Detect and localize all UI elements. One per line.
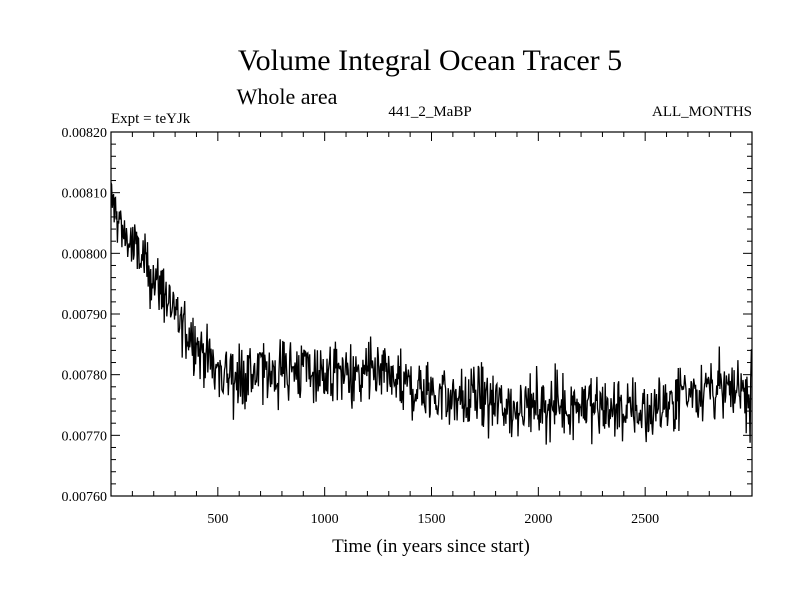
- x-tick-label: 2500: [631, 512, 659, 527]
- chart-title: Volume Integral Ocean Tracer 5: [238, 44, 622, 77]
- experiment-label: Expt = teYJk: [111, 111, 191, 127]
- y-tick-label: 0.00760: [62, 490, 108, 505]
- y-tick-label: 0.00800: [62, 247, 108, 262]
- y-tick-label: 0.00820: [62, 126, 108, 141]
- chart-subtitle: Whole area: [237, 84, 338, 109]
- months-label: ALL_MONTHS: [652, 104, 752, 120]
- plot-area: [111, 183, 752, 445]
- y-tick-label: 0.00770: [62, 429, 108, 444]
- plot-frame: [111, 132, 752, 496]
- run-label: 441_2_MaBP: [388, 104, 471, 120]
- chart-root: Volume Integral Ocean Tracer 5 Whole are…: [0, 0, 800, 600]
- line-chart: Volume Integral Ocean Tracer 5 Whole are…: [0, 0, 800, 600]
- y-tick-label: 0.00810: [62, 187, 108, 202]
- x-axis-title: Time (in years since start): [332, 536, 530, 557]
- x-tick-label: 1500: [418, 512, 446, 527]
- y-tick-label: 0.00780: [62, 369, 108, 384]
- x-axis: 500 1000 1500 2000 2500: [132, 132, 730, 527]
- y-axis: 0.00760 0.00770 0.00780 0.00790 0.00800 0.008…: [62, 126, 753, 505]
- x-tick-label: 500: [207, 512, 228, 527]
- y-tick-label: 0.00790: [62, 308, 108, 323]
- x-tick-label: 2000: [524, 512, 552, 527]
- x-tick-label: 1000: [311, 512, 339, 527]
- series-line: [111, 183, 752, 445]
